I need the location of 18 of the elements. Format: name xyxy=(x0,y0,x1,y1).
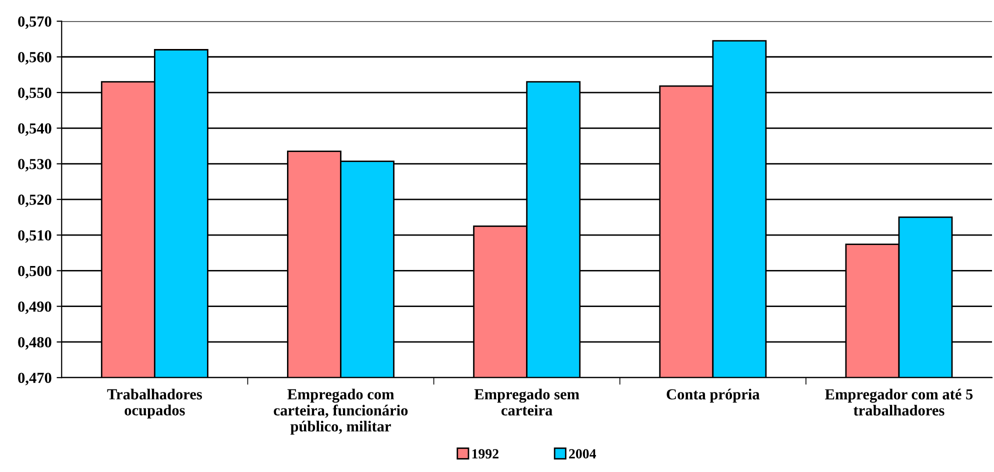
y-tick-label: 0,550 xyxy=(18,88,52,100)
y-tick-label: 0,570 xyxy=(18,16,52,29)
legend-label: 2004 xyxy=(569,449,596,458)
y-tick-label: 0,480 xyxy=(18,337,52,350)
x-tick-label: Conta própria xyxy=(666,388,760,403)
x-tick-label: Empregador com até 5 trabalhadores xyxy=(825,388,973,416)
y-tick-label: 0,510 xyxy=(18,230,52,243)
x-tick-label: Empregado sem carteira xyxy=(474,388,580,416)
y-tick-label: 0,560 xyxy=(18,52,52,65)
x-tick-label: Empregado com carteira, funcionário público, militar xyxy=(274,388,408,435)
y-tick-label: 0,500 xyxy=(18,266,52,278)
y-tick-label: 0,540 xyxy=(18,123,52,136)
y-tick-label: 0,520 xyxy=(18,194,52,208)
y-tick-label: 0,470 xyxy=(18,372,52,386)
y-tick-label: 0,530 xyxy=(18,158,52,172)
legend-label: 1992 xyxy=(472,449,498,458)
x-tick-label: Trabalhadores ocupados xyxy=(107,388,202,419)
y-tick-label: 0,490 xyxy=(18,301,52,314)
